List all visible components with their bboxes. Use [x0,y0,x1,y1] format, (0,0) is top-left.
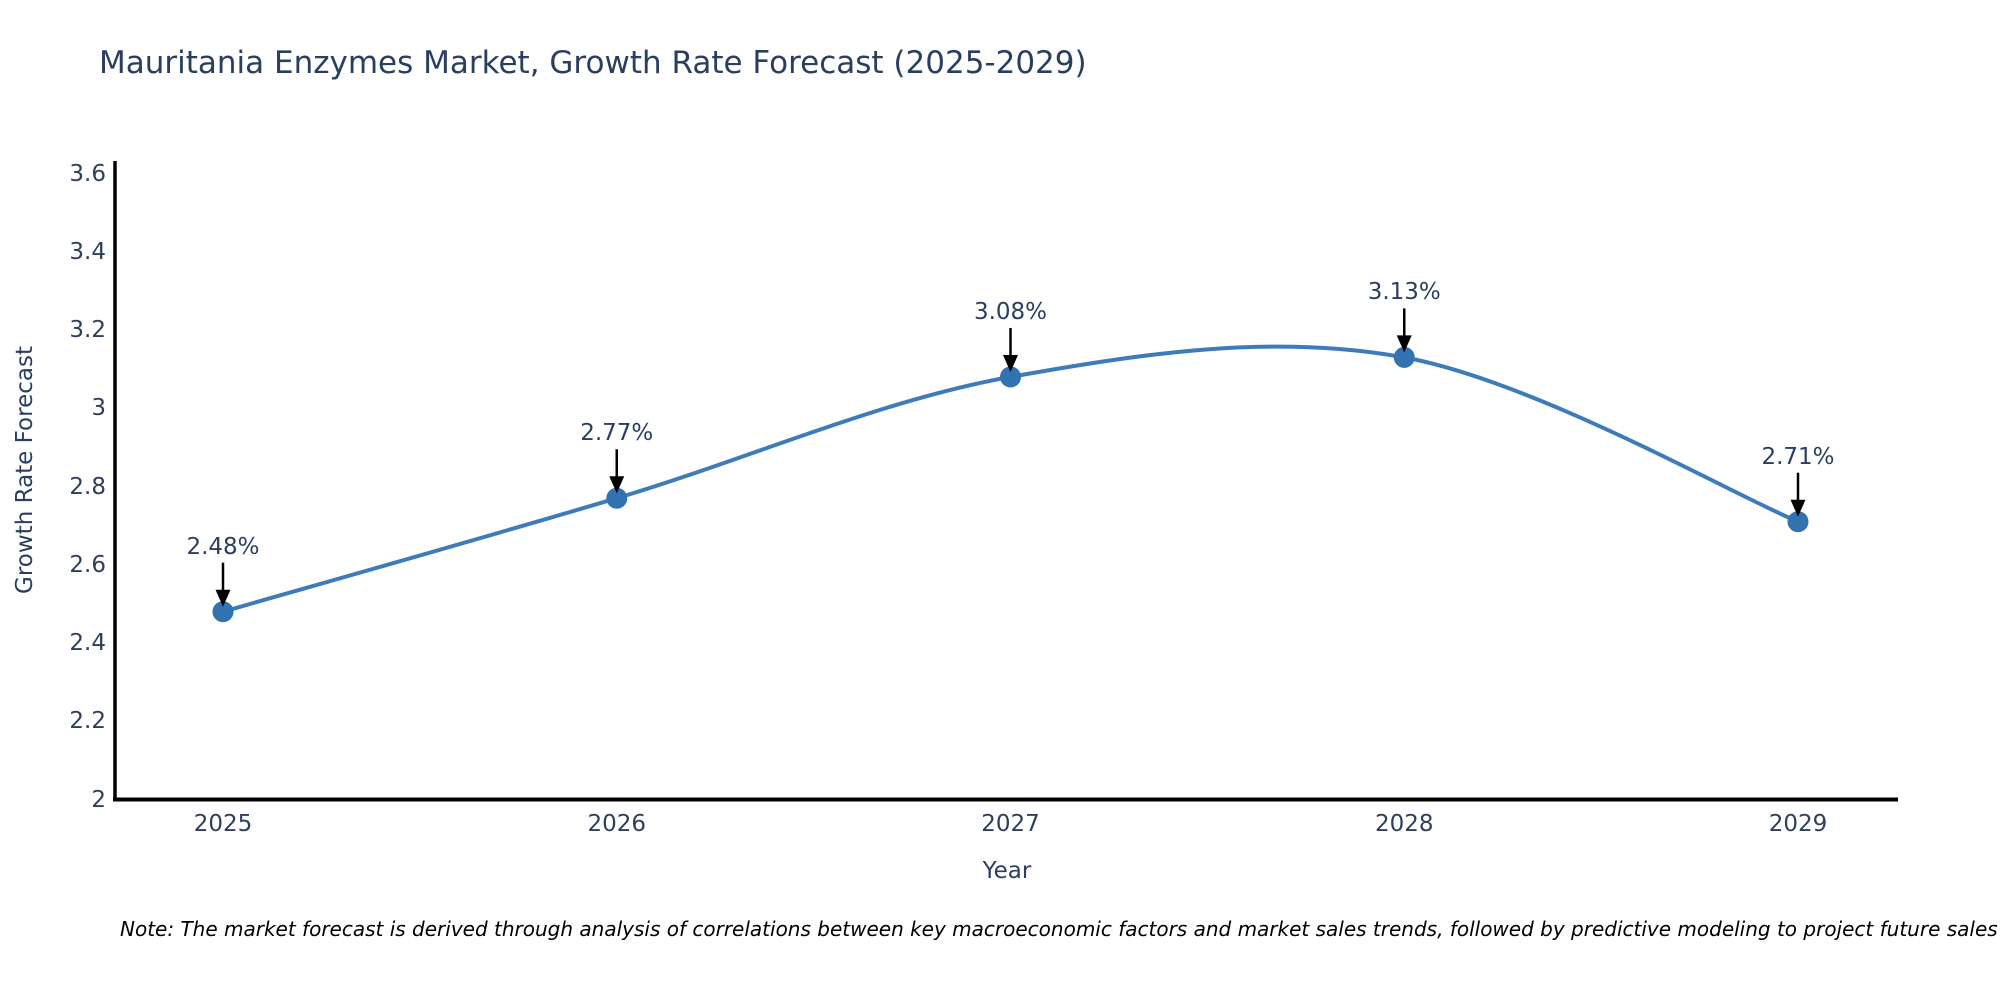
y-axis-title: Growth Rate Forecast [12,346,38,594]
y-tick-label: 2.4 [69,630,106,656]
y-tick-label: 2.8 [69,473,106,500]
x-tick-label: 2027 [981,811,1040,837]
data-point-marker [606,487,628,509]
y-tick-label: 2.2 [69,708,106,735]
annotation-arrow-head [1790,499,1806,517]
x-axis-title: Year [982,858,1032,884]
y-tick-label: 3.4 [69,238,106,265]
x-tick-label: 2029 [1768,811,1828,837]
x-tick-label: 2026 [587,811,647,837]
annotation-arrow-head [1396,335,1412,353]
y-tick-label: 3.2 [69,317,106,343]
point-annotation: 2.71% [1761,443,1835,470]
point-annotation: 3.08% [973,298,1048,325]
point-annotation: 3.13% [1367,279,1441,306]
point-annotation: 2.77% [580,420,654,447]
data-point-marker [212,601,234,623]
point-annotation: 2.48% [186,533,260,560]
x-tick-label: 2025 [193,811,253,837]
x-tick-label: 2028 [1374,811,1434,837]
y-tick-label: 3.6 [69,160,106,187]
annotation-arrow-head [215,589,231,607]
chart-title: Mauritania Enzymes Market, Growth Rate F… [99,45,1087,81]
data-point-marker [1393,346,1415,368]
y-tick-label: 2 [91,786,106,813]
y-tick-label: 2.6 [69,551,106,578]
annotation-arrow-head [1003,354,1018,372]
annotation-arrow-head [609,476,625,494]
data-point-marker [1787,511,1809,533]
data-point-marker [1000,366,1021,388]
footnote: Note: The market forecast is derived thr… [120,917,1998,941]
y-tick-label: 3 [91,395,106,422]
